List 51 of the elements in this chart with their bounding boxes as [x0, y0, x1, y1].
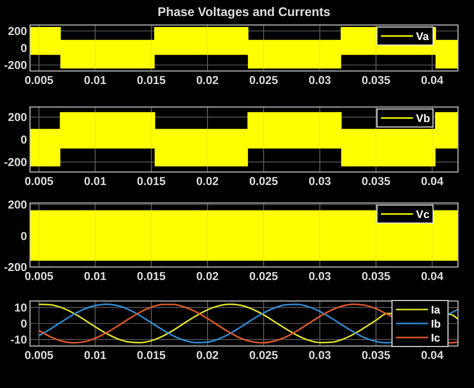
x-tick-label: 0.025 [249, 271, 279, 283]
x-tick-label: 0.035 [362, 271, 391, 283]
x-tick-label: 0.005 [24, 176, 54, 188]
x-tick-label: 0.035 [362, 176, 391, 188]
y-tick-label: 0 [20, 230, 27, 243]
y-tick-label: 10 [14, 302, 27, 314]
y-tick-label: 0 [20, 318, 27, 330]
x-tick-label: 0.025 [249, 176, 279, 188]
x-tick-label: 0.02 [196, 350, 219, 362]
x-tick-label: 0.005 [24, 271, 54, 283]
x-tick-label: 0.015 [136, 350, 166, 362]
chart-title: Phase Voltages and Currents [158, 5, 330, 19]
y-tick-label: -200 [4, 262, 27, 274]
x-tick-label: 0.015 [136, 75, 166, 87]
y-tick-label: 200 [8, 112, 27, 124]
x-tick-label: 0.005 [24, 75, 54, 87]
x-tick-label: 0.04 [420, 350, 444, 362]
x-tick-label: 0.01 [84, 271, 107, 283]
x-tick-label: 0.01 [84, 75, 107, 87]
legend-label: Ia [431, 304, 442, 316]
legend-label: Ic [431, 332, 440, 344]
legend-label: Va [416, 31, 430, 43]
x-tick-label: 0.04 [420, 75, 444, 87]
x-tick-label: 0.015 [136, 176, 166, 188]
x-tick-label: 0.02 [196, 176, 219, 188]
x-tick-label: 0.035 [362, 350, 391, 362]
x-tick-label: 0.025 [249, 350, 279, 362]
x-tick-label: 0.03 [308, 271, 332, 283]
y-tick-label: -10 [10, 334, 27, 347]
x-tick-label: 0.04 [420, 271, 444, 283]
y-tick-label: -200 [4, 60, 27, 72]
x-tick-label: 0.01 [84, 176, 107, 188]
y-tick-label: 200 [8, 26, 27, 38]
y-tick-label: -200 [4, 156, 27, 169]
legend-label: Vc [416, 209, 430, 221]
x-tick-label: 0.02 [196, 271, 219, 283]
x-tick-label: 0.03 [308, 176, 332, 188]
x-tick-label: 0.04 [420, 176, 444, 188]
y-tick-label: 0 [20, 43, 27, 55]
legend-label: Ib [431, 318, 442, 330]
x-tick-label: 0.03 [308, 75, 332, 87]
x-tick-label: 0.035 [362, 75, 391, 87]
x-tick-label: 0.03 [308, 350, 332, 362]
x-tick-label: 0.025 [249, 75, 279, 87]
x-tick-label: 0.015 [136, 271, 166, 283]
legend-label: Vb [416, 113, 430, 125]
y-tick-label: 0 [20, 134, 27, 146]
x-tick-label: 0.01 [84, 350, 107, 362]
y-tick-label: 200 [8, 200, 27, 212]
x-tick-label: 0.02 [196, 75, 219, 87]
x-tick-label: 0.005 [24, 350, 54, 362]
